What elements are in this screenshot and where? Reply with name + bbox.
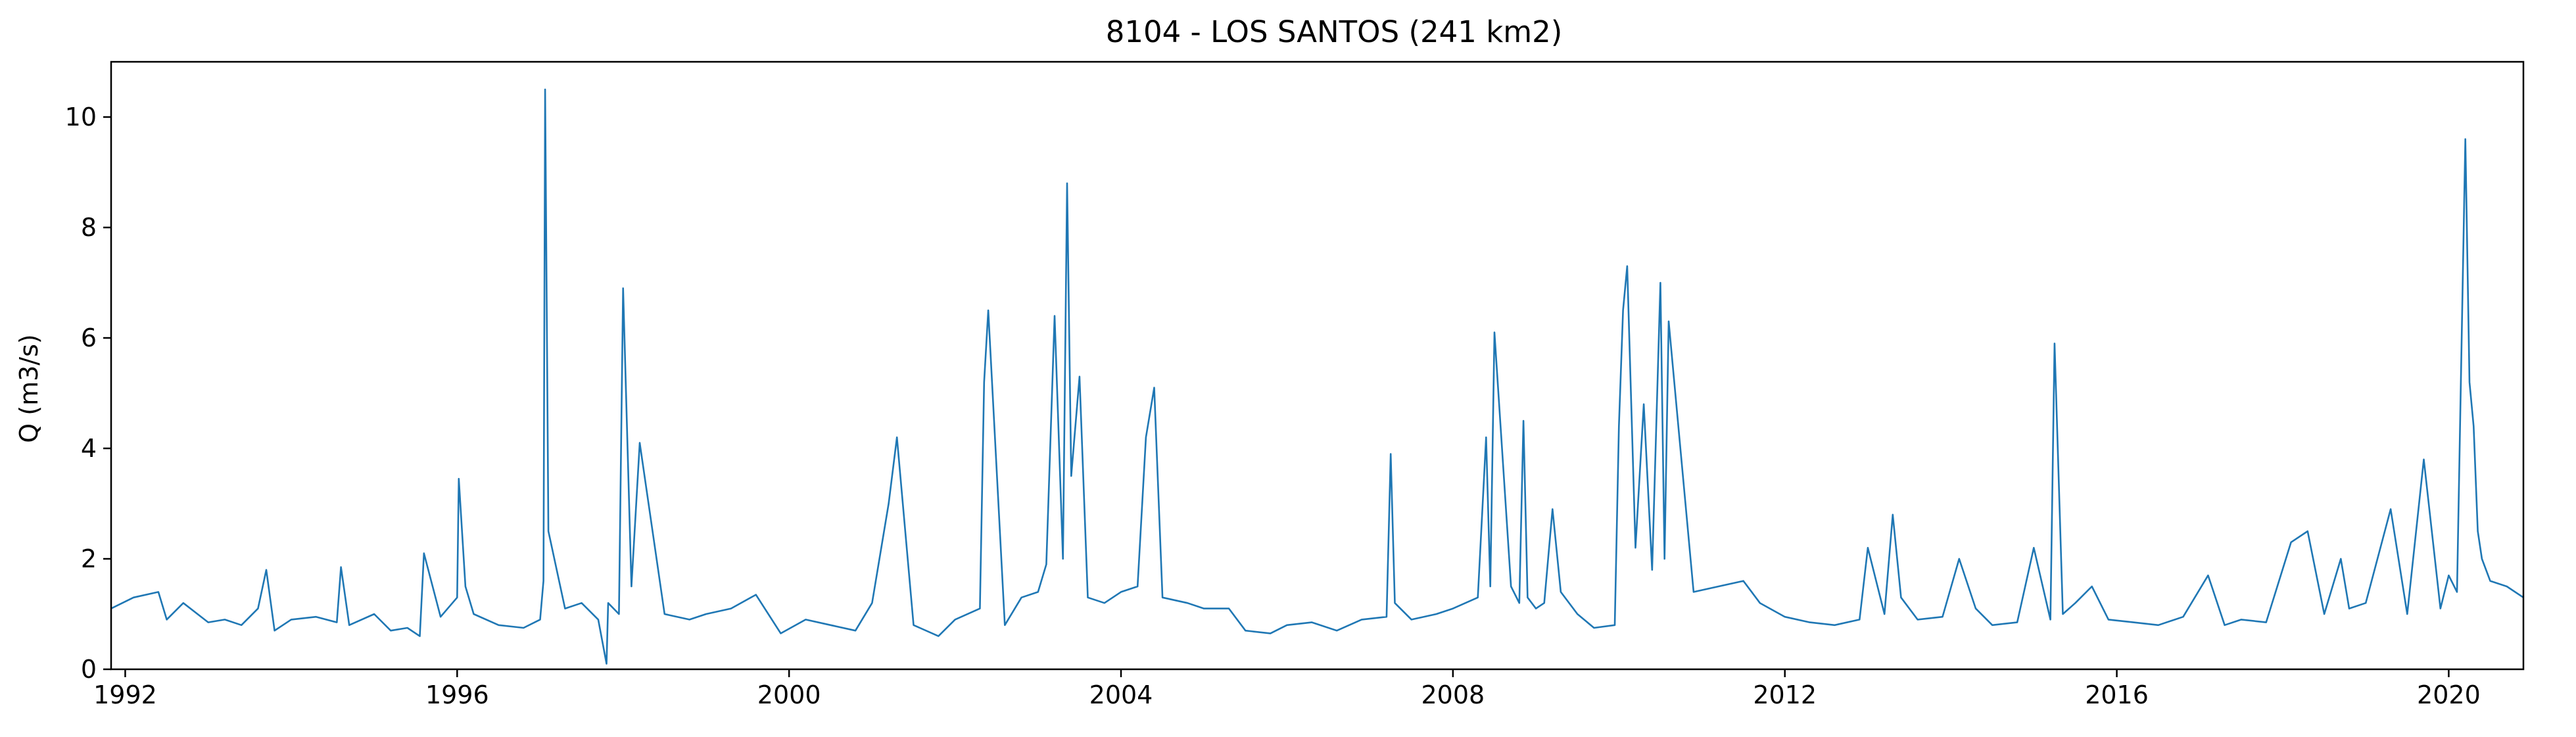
y-tick-label: 10 [65, 103, 97, 131]
y-tick-label: 6 [81, 323, 97, 352]
x-tick-label: 2004 [1089, 680, 1153, 709]
y-tick-label: 0 [81, 655, 97, 684]
x-tick-label: 2000 [757, 680, 821, 709]
plot-area [111, 88, 2523, 665]
x-tick-label: 2016 [2085, 680, 2149, 709]
plot-frame [110, 60, 2525, 671]
x-tick-label: 1992 [93, 680, 157, 709]
axes: 1992 1996 2000 2004 2008 2012 2016 2020 0 2 4 6 8 10 [65, 60, 2525, 709]
x-tick-label: 2008 [1421, 680, 1485, 709]
series-line-0 [111, 88, 2523, 665]
chart-title: 8104 - LOS SANTOS (241 km2) [1106, 14, 1563, 49]
x-tick-label: 2020 [2417, 680, 2481, 709]
y-tick-label: 4 [81, 434, 97, 463]
x-tick-label: 2012 [1753, 680, 1817, 709]
x-tick-label: 1996 [425, 680, 489, 709]
y-tick-label: 2 [81, 544, 97, 573]
y-axis-label: Q (m3/s) [14, 334, 43, 442]
y-tick-label: 8 [81, 213, 97, 242]
